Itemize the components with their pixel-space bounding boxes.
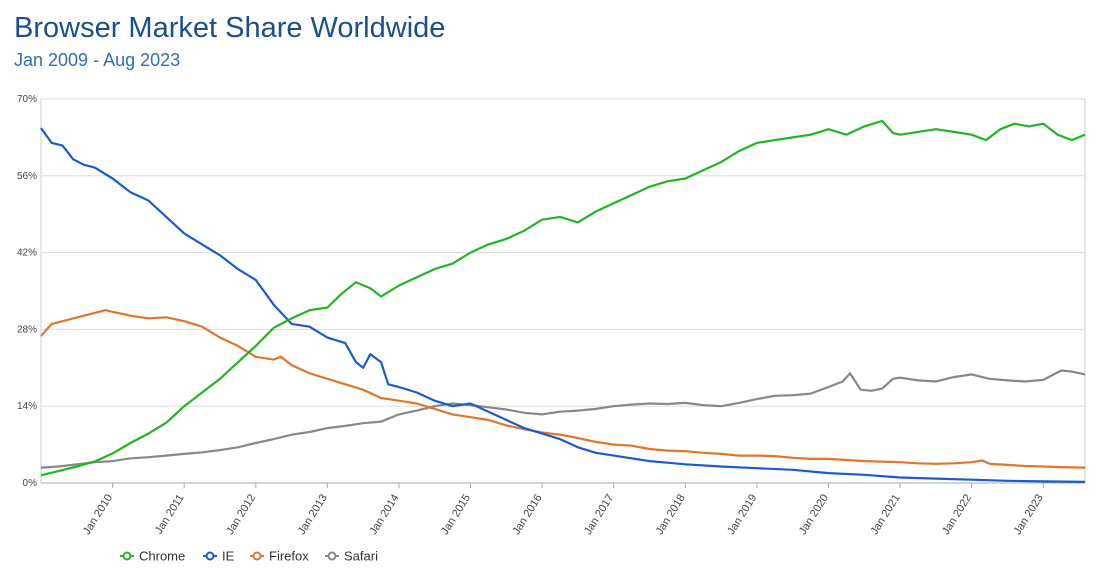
legend-label: IE <box>222 549 235 564</box>
y-tick-label: 70% <box>17 94 37 105</box>
legend-item-chrome[interactable]: Chrome <box>120 549 185 564</box>
series-line-safari <box>40 369 1086 469</box>
x-tick-label: Jan 2023 <box>1012 492 1046 537</box>
legend-label: Safari <box>344 549 378 564</box>
chart-title: Browser Market Share Worldwide <box>14 12 446 44</box>
y-tick-label: 28% <box>17 324 37 335</box>
x-tick-label: Jan 2018 <box>654 492 688 537</box>
legend-item-ie[interactable]: IE <box>203 549 235 564</box>
x-tick-label: Jan 2021 <box>868 492 902 537</box>
y-axis: 0% 14% 28% 42% 56% 70% <box>17 94 37 489</box>
x-tick-label: Jan 2011 <box>153 492 187 536</box>
x-tick-label: Jan 2016 <box>511 492 545 537</box>
x-tick-label: Jan 2022 <box>940 492 974 537</box>
series-line-chrome <box>40 119 1086 477</box>
legend: Chrome IE Firefox Safari <box>120 549 378 564</box>
x-tick-label: Jan 2014 <box>367 492 401 537</box>
x-tick-label: Jan 2012 <box>224 492 258 537</box>
plot-area <box>40 98 1086 484</box>
x-tick-label: Jan 2015 <box>439 492 473 537</box>
legend-marker-icon <box>252 551 262 561</box>
x-tick-label: Jan 2010 <box>81 492 115 537</box>
y-tick-label: 56% <box>17 171 37 182</box>
series-line-ie <box>40 127 1086 483</box>
series-lines <box>40 119 1086 483</box>
chart-subtitle: Jan 2009 - Aug 2023 <box>14 50 181 70</box>
legend-item-safari[interactable]: Safari <box>325 549 378 564</box>
x-tick-label: Jan 2020 <box>797 492 831 537</box>
legend-label: Firefox <box>269 549 309 564</box>
legend-marker-icon <box>327 551 337 561</box>
legend-marker-icon <box>122 551 132 561</box>
y-tick-label: 0% <box>23 478 38 489</box>
x-tick-label: Jan 2013 <box>296 492 330 537</box>
legend-item-firefox[interactable]: Firefox <box>250 549 309 564</box>
x-tick-label: Jan 2017 <box>582 492 616 537</box>
x-tick-label: Jan 2019 <box>725 492 759 537</box>
legend-marker-icon <box>205 551 215 561</box>
legend-label: Chrome <box>139 549 185 564</box>
y-tick-label: 42% <box>17 248 37 259</box>
x-axis: Jan 2010 Jan 2011 Jan 2012 Jan 2013 Jan 2014… <box>41 482 1085 537</box>
y-tick-label: 14% <box>17 401 37 412</box>
